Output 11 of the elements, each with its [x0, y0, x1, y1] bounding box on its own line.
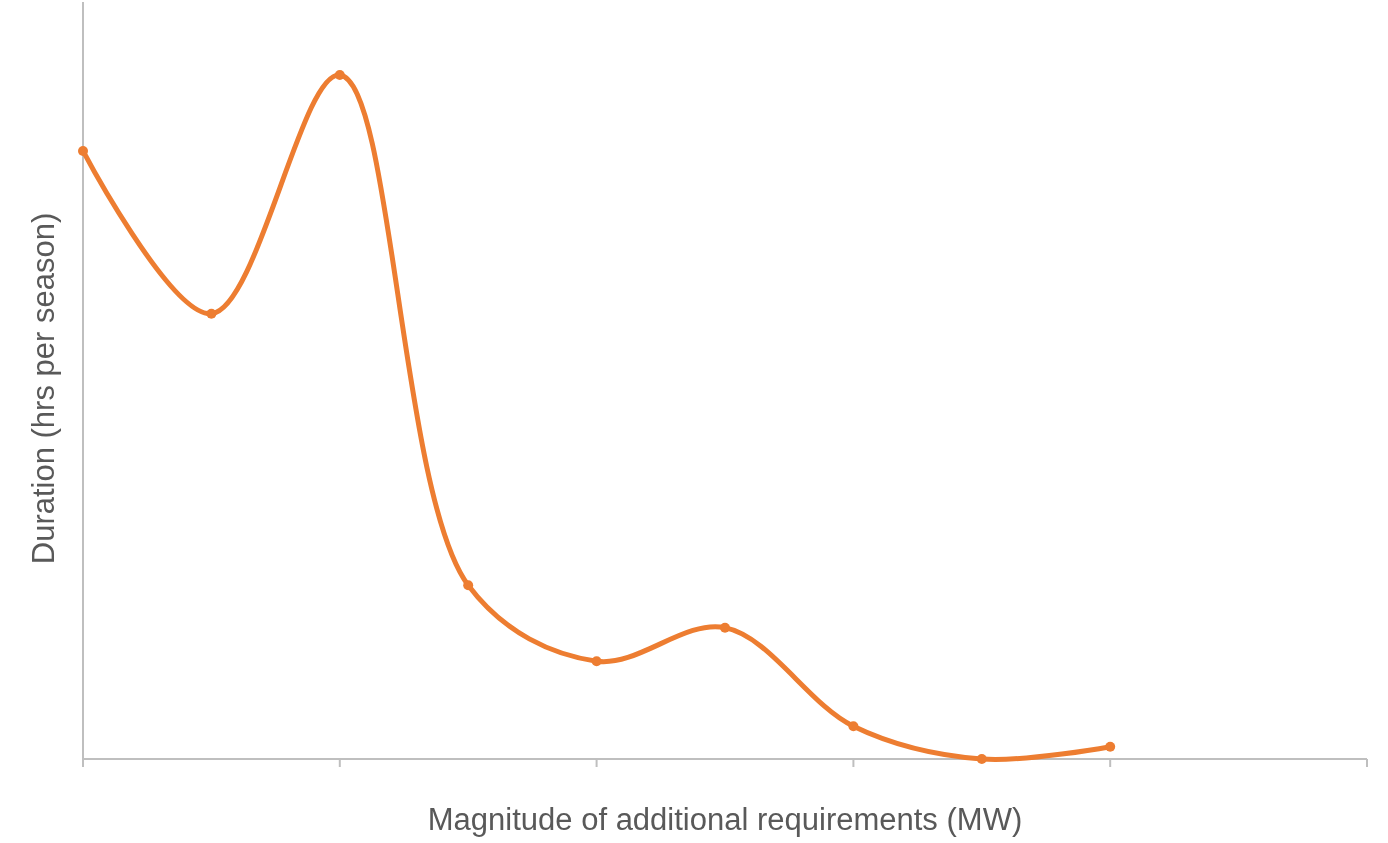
y-axis-title: Duration (hrs per season): [26, 212, 61, 565]
point: [206, 308, 217, 319]
point: [334, 70, 345, 80]
point: [463, 580, 474, 591]
x-axis-title: Magnitude of additional requirements (MW): [427, 802, 1023, 837]
point: [78, 145, 88, 156]
point: [720, 622, 730, 633]
point: [848, 721, 859, 732]
point: [1105, 741, 1116, 752]
point: [976, 754, 987, 764]
point: [591, 656, 602, 667]
